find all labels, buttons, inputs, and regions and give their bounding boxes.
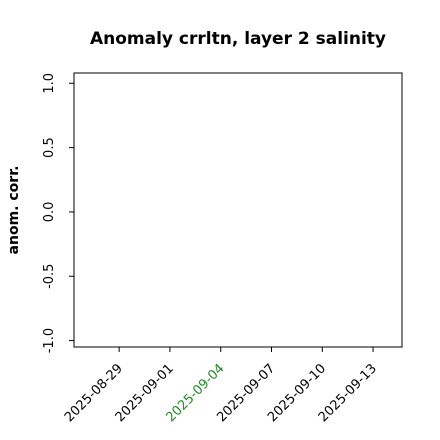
y-tick-label: -1.0: [42, 328, 57, 353]
y-tick-label: -0.5: [42, 264, 57, 289]
y-tick-label: 1.0: [42, 73, 57, 94]
chart-title: Anomaly crrltn, layer 2 salinity: [90, 29, 386, 49]
y-tick-label: 0.0: [42, 202, 57, 223]
y-tick-label: 0.5: [42, 137, 57, 158]
y-axis-label: anom. corr.: [6, 166, 22, 255]
plot-frame: [73, 72, 403, 348]
